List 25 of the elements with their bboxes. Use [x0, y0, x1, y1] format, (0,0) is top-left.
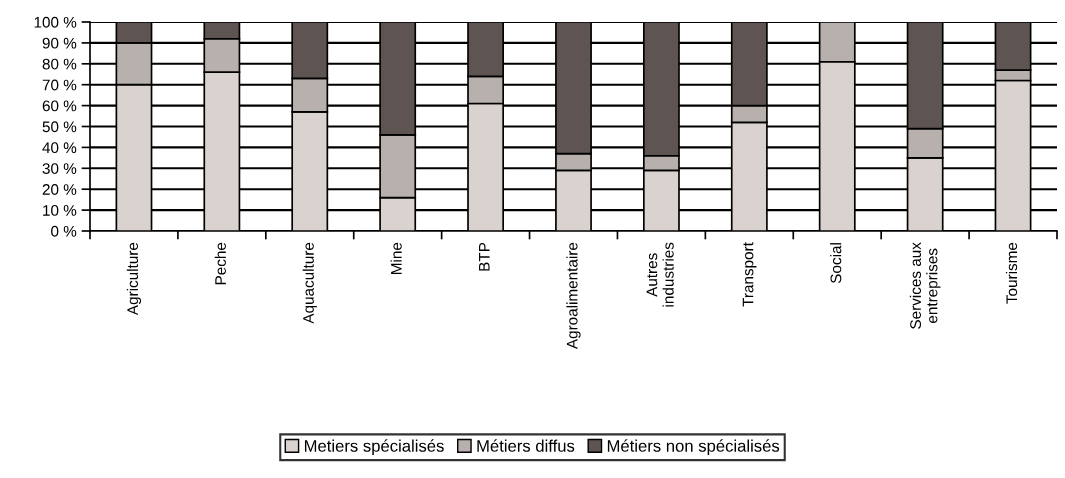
legend-label: Métiers non spécialisés — [607, 439, 780, 456]
x-tick-label: Transport — [742, 242, 757, 307]
y-tick-label: 60 % — [42, 100, 77, 112]
y-tick-label: 50 % — [42, 121, 77, 133]
y-tick-label: 40 % — [42, 142, 77, 154]
y-tick-label: 0 % — [51, 225, 77, 237]
x-tick-label: Mine — [390, 242, 402, 274]
x-tick-label: Agroalimentaire — [566, 242, 581, 350]
y-tick-label: 30 % — [42, 163, 77, 174]
y-tick-label: 20 % — [42, 184, 77, 195]
y-tick-label: 10 % — [43, 204, 77, 216]
y-tick-label: 80 % — [42, 58, 77, 70]
x-tick-label: Autres industries — [646, 242, 674, 307]
x-tick-label: Services aux entreprises — [909, 242, 941, 329]
y-tick-label: 90 % — [42, 37, 77, 49]
x-tick-label: Social — [830, 243, 842, 284]
y-tick-label: 100 % — [34, 16, 77, 28]
legend-label: Métiers diffus — [477, 439, 575, 452]
x-tick-label: Peche — [214, 242, 226, 285]
x-tick-label: Aquaculture — [302, 242, 317, 324]
x-tick-label: Tourisme — [1005, 242, 1018, 304]
legend-label: Metiers spécialisés — [304, 439, 444, 456]
x-tick-label: Agriculture — [126, 242, 142, 316]
y-tick-label: 70 % — [42, 79, 77, 91]
x-tick-label: BTP — [479, 242, 490, 271]
